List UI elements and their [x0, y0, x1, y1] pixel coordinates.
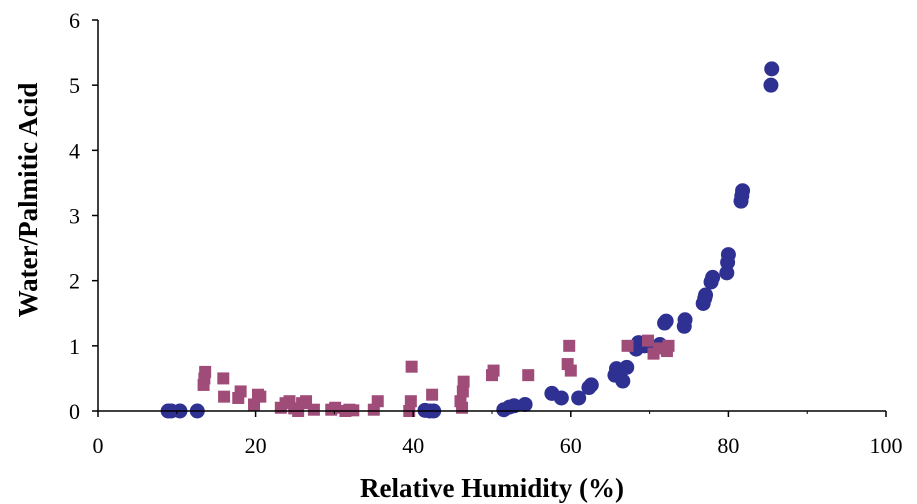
x-tick-label: 80 [717, 433, 739, 458]
x-tick-label: 60 [560, 433, 582, 458]
data-point-circle [677, 312, 693, 328]
data-point-square [254, 390, 267, 403]
data-point-circle [705, 269, 721, 285]
x-tick-label: 20 [245, 433, 267, 458]
y-tick-label: 0 [69, 399, 80, 424]
y-axis-title: Water/Palmitic Acid [13, 83, 43, 318]
data-point-square [563, 339, 576, 352]
data-point-square [248, 398, 261, 411]
y-tick-label: 3 [69, 204, 80, 229]
data-point-square [642, 334, 655, 347]
axes-layer [92, 19, 887, 417]
x-tick-label: 40 [402, 433, 424, 458]
data-point-circle [506, 398, 522, 414]
data-point-square [329, 401, 342, 414]
data-point-square [218, 390, 231, 403]
data-point-square [662, 339, 675, 352]
x-tick-label: 0 [93, 433, 104, 458]
data-point-circle [615, 373, 631, 389]
data-point-square [199, 365, 212, 378]
data-point-circle [764, 61, 780, 77]
x-axis-title: Relative Humidity (%) [360, 473, 624, 503]
data-point-square [234, 385, 247, 398]
data-point-square [405, 360, 418, 373]
data-point-circle [583, 377, 599, 393]
data-point-circle [763, 77, 779, 93]
data-point-square [307, 403, 320, 416]
data-point-square [426, 388, 439, 401]
y-tick-label: 5 [69, 73, 80, 98]
data-point-circle [619, 359, 635, 375]
x-tick-label: 100 [870, 433, 903, 458]
y-tick-label: 2 [69, 269, 80, 294]
data-point-square [487, 364, 500, 377]
data-point-square [456, 385, 469, 398]
data-point-square [522, 369, 535, 382]
data-point-square [564, 364, 577, 377]
data-point-square [457, 375, 470, 388]
data-point-square [456, 401, 469, 414]
data-point-circle [698, 287, 714, 303]
data-point-circle [553, 390, 569, 406]
data-point-circle [517, 396, 533, 412]
labels-layer: 0 20 40 60 80 100 0 1 2 3 4 5 6 [69, 8, 903, 458]
data-point-circle [735, 183, 751, 199]
y-tick-label: 4 [69, 138, 80, 163]
data-point-square [621, 339, 634, 352]
points-layer [160, 61, 780, 419]
data-point-circle [571, 390, 587, 406]
data-point-square [217, 372, 230, 385]
y-tick-label: 1 [69, 334, 80, 359]
data-point-circle [658, 313, 674, 329]
data-point-circle [720, 247, 736, 263]
data-point-square [404, 395, 417, 408]
y-tick-label: 6 [69, 8, 80, 33]
data-point-square [371, 395, 384, 408]
